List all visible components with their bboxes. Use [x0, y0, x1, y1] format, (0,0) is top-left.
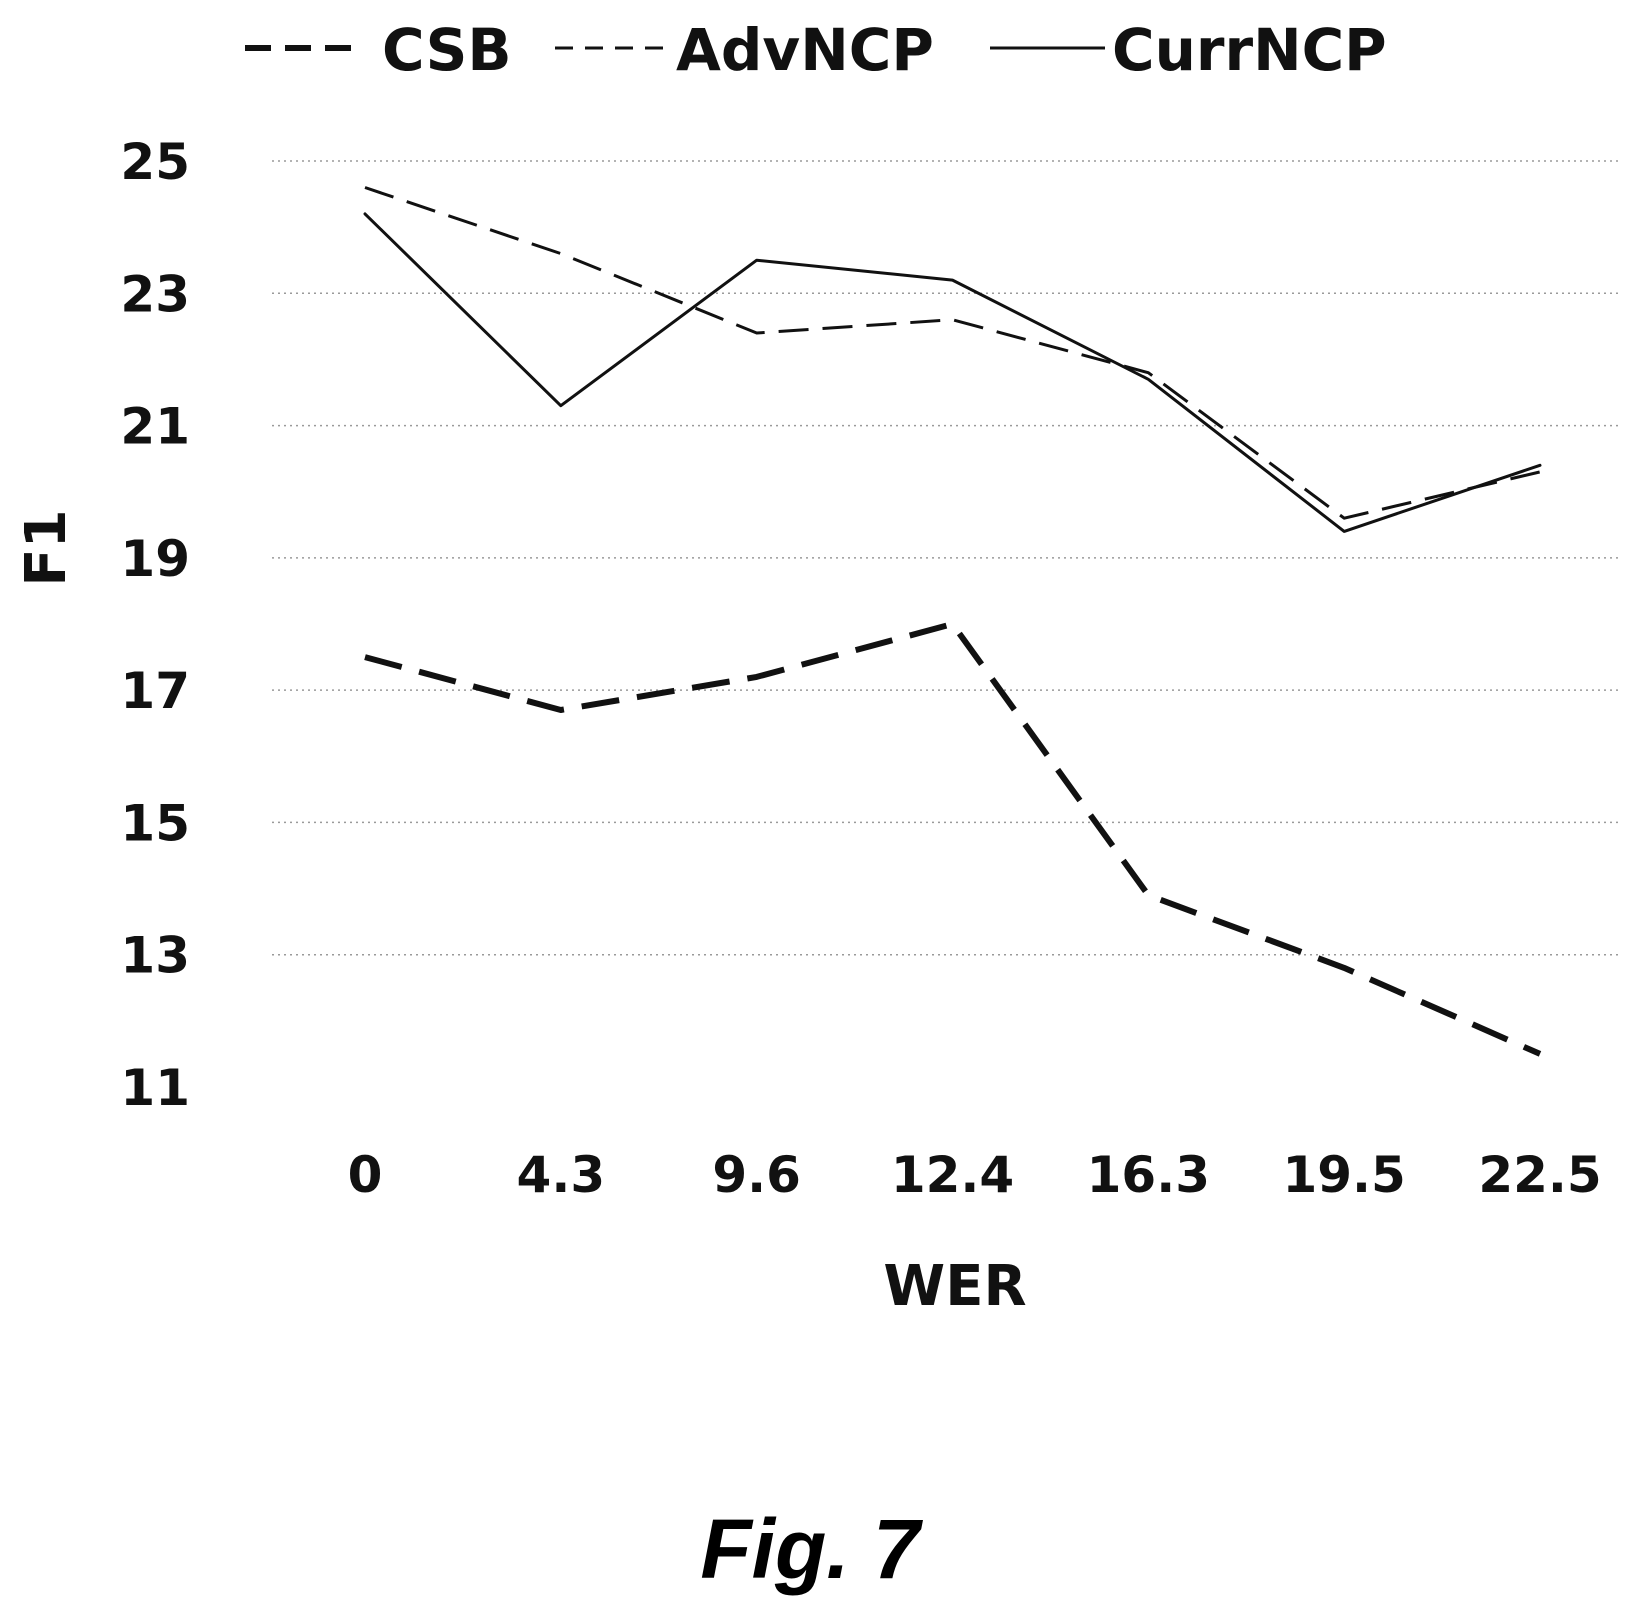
- y-tick-label: 17: [120, 662, 190, 720]
- y-tick-label: 11: [120, 1059, 190, 1117]
- y-tick-label: 25: [120, 133, 190, 191]
- x-tick-label: 16.3: [1087, 1146, 1210, 1204]
- y-tick-label: 15: [120, 794, 190, 852]
- figure-caption: Fig. 7: [700, 1502, 923, 1596]
- x-tick-label: 4.3: [517, 1146, 606, 1204]
- series-line-advncp: [364, 186, 1541, 520]
- gridlines: [272, 160, 1620, 956]
- legend-label-advncp: AdvNCP: [676, 16, 934, 84]
- x-tick-label: 9.6: [712, 1146, 801, 1204]
- series-line-currncp: [363, 212, 1542, 533]
- x-axis-ticks: 0 4.3 9.6 12.4 16.3 19.5 22.5: [348, 1146, 1602, 1204]
- y-tick-label: 21: [120, 398, 190, 456]
- x-tick-label: 19.5: [1282, 1146, 1405, 1204]
- y-axis-title: F1: [14, 509, 79, 586]
- x-axis-title: WER: [883, 1254, 1026, 1319]
- y-tick-label: 23: [120, 265, 190, 323]
- legend-label-currncp: CurrNCP: [1112, 16, 1387, 84]
- legend-label-csb: CSB: [382, 16, 512, 84]
- x-tick-label: 0: [348, 1146, 383, 1204]
- x-tick-label: 22.5: [1478, 1146, 1601, 1204]
- y-tick-label: 19: [120, 530, 190, 588]
- series-lines: [363, 186, 1542, 1057]
- y-tick-label: 13: [120, 927, 190, 985]
- y-axis-ticks: 25 23 21 19 17 15 13 11: [120, 133, 190, 1117]
- x-tick-label: 12.4: [891, 1146, 1014, 1204]
- series-line-csb: [364, 621, 1542, 1057]
- legend: CSB AdvNCP CurrNCP: [245, 16, 1387, 84]
